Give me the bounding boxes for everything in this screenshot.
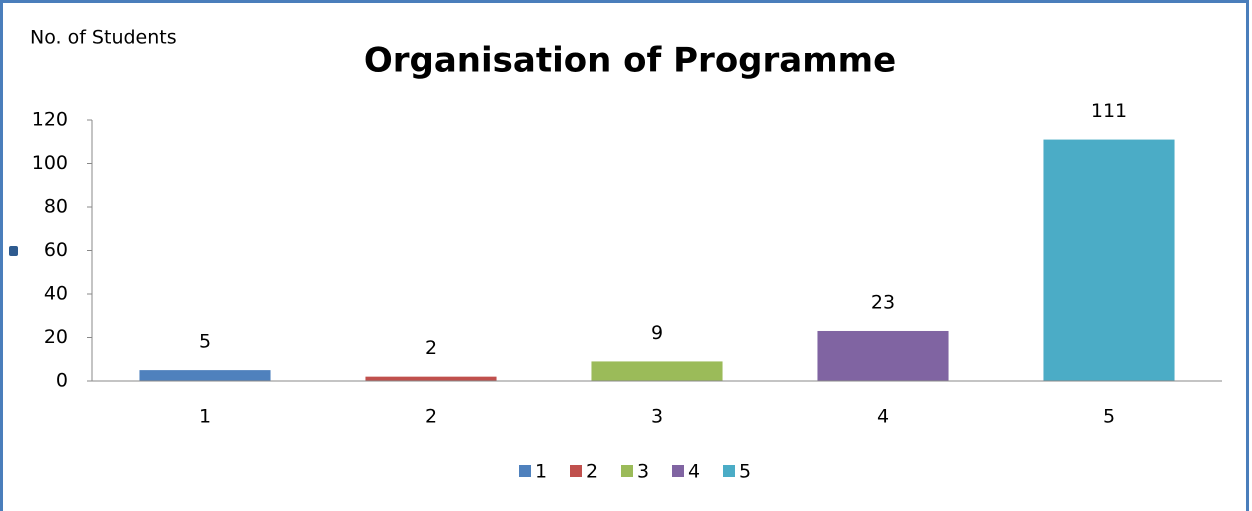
bar [365, 376, 497, 381]
y-tick-label: 20 [44, 326, 68, 348]
x-tick-label: 3 [651, 406, 663, 428]
legend-label: 4 [688, 461, 700, 483]
x-tick-label: 2 [425, 406, 437, 428]
data-label: 111 [1091, 100, 1127, 122]
y-tick-label: 120 [32, 109, 68, 131]
legend-label: 3 [637, 461, 649, 483]
x-tick-label: 5 [1103, 406, 1115, 428]
data-label: 2 [425, 337, 437, 359]
legend-swatch [723, 465, 735, 477]
legend-swatch [519, 465, 531, 477]
legend-label: 2 [586, 461, 598, 483]
data-label: 9 [651, 322, 663, 344]
y-tick-label: 60 [44, 239, 68, 261]
x-tick-label: 4 [877, 406, 889, 428]
chart-title: Organisation of Programme [364, 41, 896, 81]
x-tick-label: 1 [199, 406, 211, 428]
legend-swatch [621, 465, 633, 477]
bar [817, 330, 949, 381]
legend-swatch [570, 465, 582, 477]
bar [591, 361, 723, 381]
y-tick-label: 0 [56, 370, 68, 392]
legend-label: 5 [739, 461, 751, 483]
legend-swatch [672, 465, 684, 477]
y-tick-label: 100 [32, 152, 68, 174]
data-label: 5 [199, 331, 211, 353]
bar [1043, 139, 1175, 381]
y-tick-label: 80 [44, 196, 68, 218]
bar [139, 370, 271, 381]
handle [9, 246, 18, 256]
y-tick-label: 40 [44, 283, 68, 305]
legend-label: 1 [535, 461, 547, 483]
data-label: 23 [871, 291, 895, 313]
y-axis-label: No. of Students [30, 27, 177, 49]
